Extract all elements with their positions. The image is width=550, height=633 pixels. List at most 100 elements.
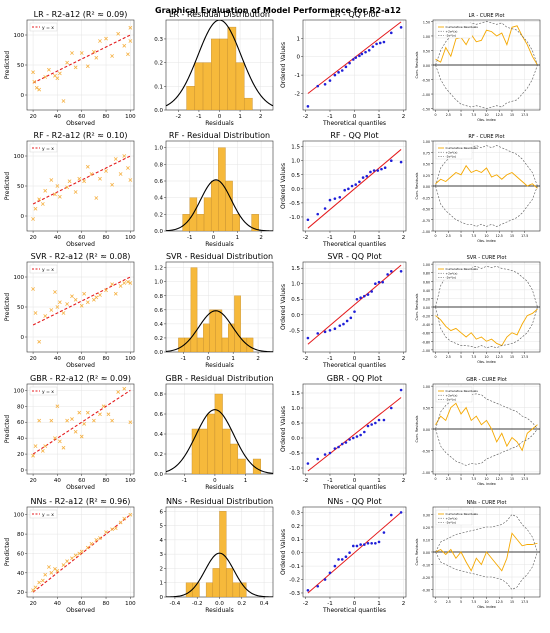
x-tick-label: -0.2 <box>192 601 203 607</box>
y-tick-label: 0.5 <box>291 297 300 303</box>
x-tick-label: 15 <box>510 477 514 481</box>
y-tick-label: 0.3 <box>154 37 163 43</box>
data-point <box>40 202 45 206</box>
x-tick-label: 100 <box>125 356 136 362</box>
x-tick-label: 1 <box>377 601 381 607</box>
x-tick-label: 20 <box>30 478 37 484</box>
data-point-stroke-b <box>47 67 51 72</box>
x-axis-label: Theoretical quantiles <box>322 607 386 614</box>
grid <box>303 262 406 352</box>
data-point-stroke-b <box>73 190 78 194</box>
data-point-stroke-b <box>113 291 118 296</box>
data-point-stroke-b <box>73 297 78 302</box>
x-tick-label: 0 <box>218 114 222 120</box>
qq-point <box>358 54 361 58</box>
histogram-bar <box>186 86 196 110</box>
y-tick-label: 1.5 <box>291 145 300 151</box>
y-tick-label: 100 <box>14 513 25 519</box>
y-tick-label: 0.40 <box>423 289 430 293</box>
qq-point <box>306 588 310 592</box>
data-point <box>31 70 35 75</box>
legend: y = x <box>29 509 58 519</box>
y-tick-label: -0.5 <box>289 451 300 457</box>
y-tick-label: -0.2 <box>289 578 300 584</box>
data-point <box>85 545 90 550</box>
y-tick-label: 0 <box>297 55 301 61</box>
data-point <box>33 206 38 211</box>
data-point <box>118 284 123 288</box>
y-tick-label: 0.1 <box>291 537 300 543</box>
legend-box <box>435 143 473 160</box>
x-tick-label: 17.5 <box>521 355 528 359</box>
data-point-stroke-b <box>122 386 127 391</box>
x-tick-label: 2 <box>402 478 406 484</box>
data-point-stroke-b <box>89 541 94 546</box>
x-tick-label: 12.5 <box>496 113 503 117</box>
qq-point <box>375 42 378 46</box>
x-axis-label: Residuals <box>205 241 233 248</box>
data-point <box>85 164 90 169</box>
data-point <box>73 65 78 70</box>
y-tick-label: 0.50 <box>423 163 430 167</box>
data-point-stroke-b <box>126 166 130 170</box>
x-tick-label: 5 <box>460 113 462 117</box>
legend: y = x <box>29 386 58 396</box>
data-point <box>106 412 111 417</box>
y-tick-label: 3 <box>160 552 164 558</box>
y-tick-label: 0.25 <box>423 174 430 178</box>
x-tick-label: 10 <box>484 234 488 238</box>
y-tick-label: 0.2 <box>154 61 163 67</box>
qq-point <box>399 26 403 29</box>
ticks: -2 -1 0 1 2 -0.3 -0.2 -0.1 0.0 0.1 0.2 0.3 <box>289 510 405 607</box>
histogram-bar <box>219 38 228 110</box>
x-tick-label: 17.5 <box>521 234 528 238</box>
data-point-stroke-b <box>65 60 70 65</box>
x-tick-label: 2 <box>402 235 406 241</box>
y-tick-label: 6 <box>160 509 164 515</box>
x-tick-label: 40 <box>54 235 61 241</box>
panel-svr-cure: SVR - CURE Plot 0 2.5 5 7.5 10 12.5 15 17.5 -1.00… <box>415 255 541 364</box>
x-tick-label: -1 <box>181 356 186 362</box>
data-point-stroke-b <box>33 206 38 211</box>
x-tick-label: -1 <box>327 478 332 484</box>
data-point-stroke-b <box>37 580 42 585</box>
qq-point <box>306 462 310 465</box>
qq-point <box>354 183 358 186</box>
data-point <box>43 314 48 318</box>
plot-area <box>31 276 133 344</box>
y-tick-label: 80 <box>17 532 24 538</box>
data-point <box>43 188 48 193</box>
plot-area <box>166 393 273 474</box>
panel-lr-hist: LR - Residual Distribution -2 -1 0 1 2 0.0 0.1 0… <box>154 10 274 127</box>
x-axis-label: Observed <box>66 362 95 369</box>
x-axis-label: Observed <box>66 120 95 127</box>
x-tick-label: 60 <box>78 235 85 241</box>
x-tick-label: 15 <box>510 600 514 604</box>
y-tick-label: 1.00 <box>423 35 430 39</box>
panel-title: NNs - QQ Plot <box>327 497 381 506</box>
data-point <box>61 445 66 450</box>
qq-point <box>343 188 346 192</box>
x-tick-label: 80 <box>103 478 110 484</box>
qq-point <box>358 180 361 184</box>
panel-gbr-pred: GBR - R2-a12 (R² ≈ 0.09) 20 40 60 80 100 0 20 40… <box>4 374 136 491</box>
identity-line <box>32 34 131 84</box>
data-point <box>65 60 70 65</box>
x-tick-label: 0 <box>435 355 437 359</box>
plot-area <box>166 511 273 597</box>
x-tick-label: 20 <box>30 601 37 607</box>
legend-label: -2σ*(x) <box>446 276 457 280</box>
qq-point <box>344 555 348 559</box>
y-axis-label: Cum. Residuals <box>415 415 419 442</box>
y-tick-label: 1 <box>160 581 164 587</box>
data-point-stroke-b <box>104 288 108 293</box>
data-point <box>40 578 45 583</box>
ticks: -1 0 1 2 0.0 0.2 0.4 0.6 0.8 1.0 <box>154 146 263 241</box>
data-point-stroke-b <box>61 563 66 567</box>
data-point-stroke-b <box>57 300 62 305</box>
x-axis-label: Observed <box>66 241 95 248</box>
legend-label: Cumulative Residuals <box>446 146 479 150</box>
identity-line <box>32 514 131 593</box>
data-point <box>49 418 54 423</box>
y-axis-label: Predicted <box>4 172 11 200</box>
